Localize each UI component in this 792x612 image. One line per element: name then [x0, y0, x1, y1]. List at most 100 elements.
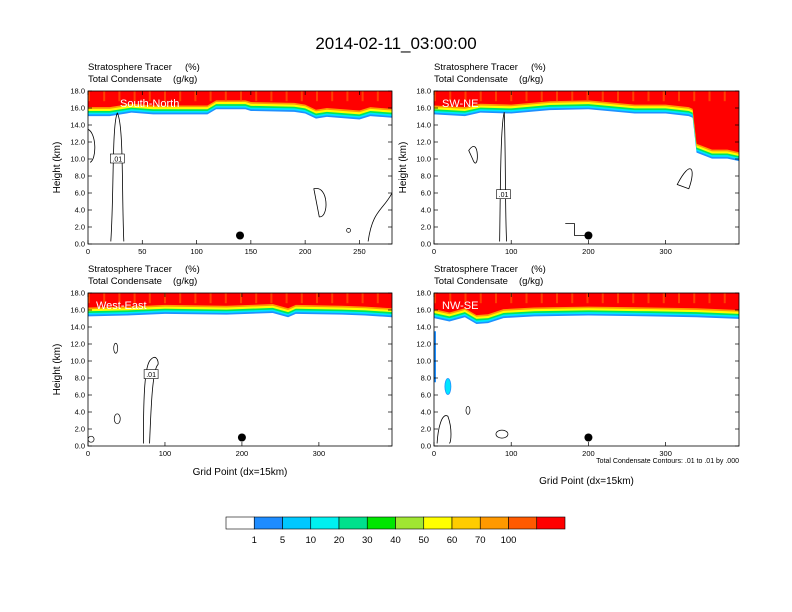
tracer-texture — [586, 91, 589, 102]
contour-label: .01 — [110, 153, 125, 164]
y-axis-label: Height (km) — [398, 142, 409, 194]
condensate-contour — [367, 192, 392, 242]
plot-frame — [87, 90, 393, 245]
tracer-texture — [693, 293, 696, 304]
y-tick-label: 4.0 — [421, 408, 431, 417]
tracer-texture — [224, 293, 227, 304]
tracer-texture — [479, 91, 482, 102]
plot-area — [434, 293, 739, 444]
tracer-texture — [209, 293, 212, 304]
x-tick-label: 250 — [353, 247, 366, 256]
x-tick-label: 0 — [432, 247, 436, 256]
tracer-texture — [133, 293, 136, 304]
tracer-texture — [255, 293, 258, 304]
x-tick-label: 50 — [138, 247, 146, 256]
colorbar-label: 30 — [362, 535, 373, 546]
panel-4: NW-SE Stratosphere Tracer (%) Total Condens… — [416, 264, 740, 487]
tracer-texture — [449, 91, 452, 102]
plot-frame — [87, 292, 393, 447]
y-tick-label: 14.0 — [416, 323, 431, 332]
plot-area: .01 — [88, 293, 392, 444]
y-tick-label: 10.0 — [416, 155, 431, 164]
x-tick-label: 100 — [505, 449, 518, 458]
y-tick-label: 6.0 — [75, 189, 85, 198]
tracer-texture — [331, 91, 334, 102]
tracer-texture — [88, 293, 90, 304]
subtitle-left-2: Total Condensate — [88, 276, 162, 287]
condensate-contour — [88, 435, 95, 443]
tracer-texture — [678, 91, 680, 102]
tracer-texture — [285, 91, 288, 102]
x-tick-label: 100 — [159, 449, 172, 458]
y-tick-label: 16.0 — [70, 104, 85, 113]
tracer-texture — [525, 293, 528, 304]
y-tick-label: 12.0 — [70, 138, 85, 147]
tracer-texture — [540, 293, 543, 304]
y-tick-label: 12.0 — [70, 340, 85, 349]
subtitle-left-1: Stratosphere Tracer — [88, 62, 172, 73]
location-marker — [237, 433, 246, 442]
condensate-contour — [113, 413, 121, 425]
y-tick-label: 12.0 — [416, 340, 431, 349]
y-tick-label: 16.0 — [416, 104, 431, 113]
colorbar-box — [253, 516, 283, 530]
tracer-texture — [586, 293, 589, 304]
tracer-texture — [723, 91, 726, 102]
y-tick-label: 4.0 — [75, 206, 85, 215]
tracer-texture — [479, 293, 482, 304]
tracer-texture — [316, 91, 318, 102]
tracer-texture — [361, 293, 364, 304]
x-tick-label: 300 — [659, 247, 672, 256]
y-tick-label: 0.0 — [75, 240, 85, 249]
tracer-texture — [601, 293, 604, 304]
condensate-contour — [143, 357, 159, 444]
tracer-patch — [434, 331, 436, 383]
tracer-texture — [270, 293, 273, 304]
contour-label-box — [143, 369, 159, 379]
y-tick-label: 4.0 — [421, 206, 431, 215]
tracer-texture — [693, 91, 696, 102]
plot-frame — [433, 90, 740, 245]
panel-label: West-East — [96, 300, 147, 312]
x-tick-label: 200 — [236, 449, 249, 458]
y-tick-label: 16.0 — [416, 306, 431, 315]
tracer-texture — [224, 91, 227, 102]
panel-1: .01 South-North Stratosphere Tracer (%) Tota… — [52, 62, 393, 256]
contour-label-text: .01 — [112, 157, 122, 164]
contour-label-text: .01 — [146, 372, 156, 379]
colorbar-box — [536, 516, 566, 530]
tracer-texture — [540, 91, 543, 102]
colorbar-box — [366, 516, 396, 530]
x-tick-label: 150 — [245, 247, 258, 256]
colorbar-box — [395, 516, 425, 530]
tracer-texture — [118, 91, 121, 102]
subtitle-right-1: (%) — [531, 264, 546, 275]
y-tick-label: 18.0 — [416, 289, 431, 298]
tracer-texture — [148, 293, 151, 304]
tracer-texture — [194, 91, 197, 102]
colorbar-label: 60 — [447, 535, 458, 546]
y-tick-label: 10.0 — [416, 357, 431, 366]
tracer-texture — [525, 91, 528, 102]
x-tick-label: 0 — [86, 449, 90, 458]
y-tick-label: 12.0 — [416, 138, 431, 147]
y-tick-label: 14.0 — [70, 121, 85, 130]
y-tick-label: 10.0 — [70, 155, 85, 164]
x-tick-label: 0 — [86, 247, 90, 256]
tracer-texture — [164, 91, 166, 102]
y-tick-label: 8.0 — [421, 172, 431, 181]
subtitle-right-1: (%) — [185, 264, 200, 275]
x-axis-label: Grid Point (dx=15km) — [539, 476, 634, 487]
colorbar-label: 1 — [252, 535, 257, 546]
location-marker — [584, 231, 593, 240]
tracer-texture — [194, 293, 197, 304]
plot-area: .01 — [88, 91, 392, 242]
tracer-texture — [103, 293, 106, 304]
y-tick-label: 2.0 — [421, 425, 431, 434]
condensate-contour — [468, 146, 478, 164]
tracer-texture — [361, 91, 364, 102]
tracer-texture — [617, 91, 619, 102]
location-marker — [236, 231, 244, 240]
y-tick-label: 16.0 — [70, 306, 85, 315]
